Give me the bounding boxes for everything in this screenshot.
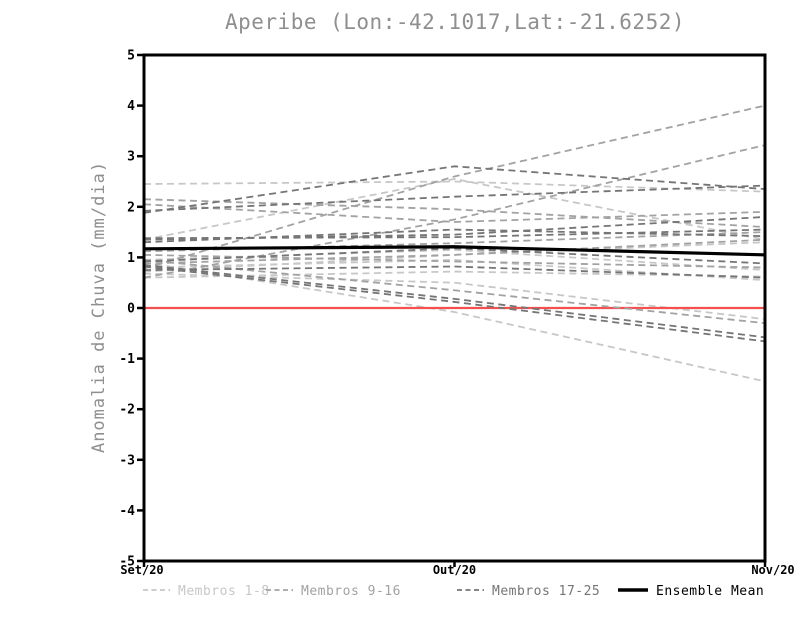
y-tick-label: 1	[127, 251, 135, 266]
member-2-line	[143, 178, 766, 241]
x-tick-label: Out/20	[433, 563, 476, 577]
y-tick-label: -2	[119, 403, 135, 418]
y-tick-label: 4	[127, 99, 135, 114]
member-17-line	[143, 165, 766, 214]
member-25-line	[143, 228, 766, 244]
y-tick-label: -1	[119, 352, 135, 367]
member-10-line	[143, 203, 766, 223]
y-tick-label: 2	[127, 200, 135, 215]
member-18-line	[143, 184, 766, 212]
member-24-line	[143, 265, 766, 279]
member-14-line	[143, 238, 766, 265]
legend-ensemble-mean-label: Ensemble Mean	[656, 584, 764, 599]
y-tick-label: -4	[119, 504, 135, 519]
member-12-line	[143, 144, 766, 279]
x-tick-label: Nov/20	[751, 563, 794, 577]
member-19-line	[143, 264, 766, 339]
member-20-line	[143, 265, 766, 343]
y-axis-label: Anomalia de Chuva (mm/dia)	[89, 161, 109, 453]
legend-membros-17-25-label: Membros 17-25	[492, 584, 600, 599]
member-1-line	[143, 180, 766, 193]
y-tick-label: 3	[127, 150, 135, 165]
chart-title: Aperibe (Lon:-42.1017,Lat:-21.6252)	[225, 10, 685, 34]
y-tick-label: 5	[127, 49, 135, 64]
member-9-line	[143, 198, 766, 228]
member-15-line	[143, 259, 766, 325]
legend-membros-9-16-label: Membros 9-16	[301, 584, 401, 599]
legend-membros-1-8-label: Membros 1-8	[178, 584, 270, 599]
ensemble-mean-line	[143, 245, 766, 257]
member-4-line	[143, 261, 766, 383]
y-tick-label: 0	[127, 302, 135, 317]
plot-area	[143, 104, 766, 383]
legend: Membros 1-8 Membros 9-16 Membros 17-25 Ense…	[143, 584, 764, 599]
y-tick-label: -3	[119, 453, 135, 468]
x-tick-label: Set/20	[120, 563, 163, 577]
y-tick-label: -5	[119, 555, 135, 570]
